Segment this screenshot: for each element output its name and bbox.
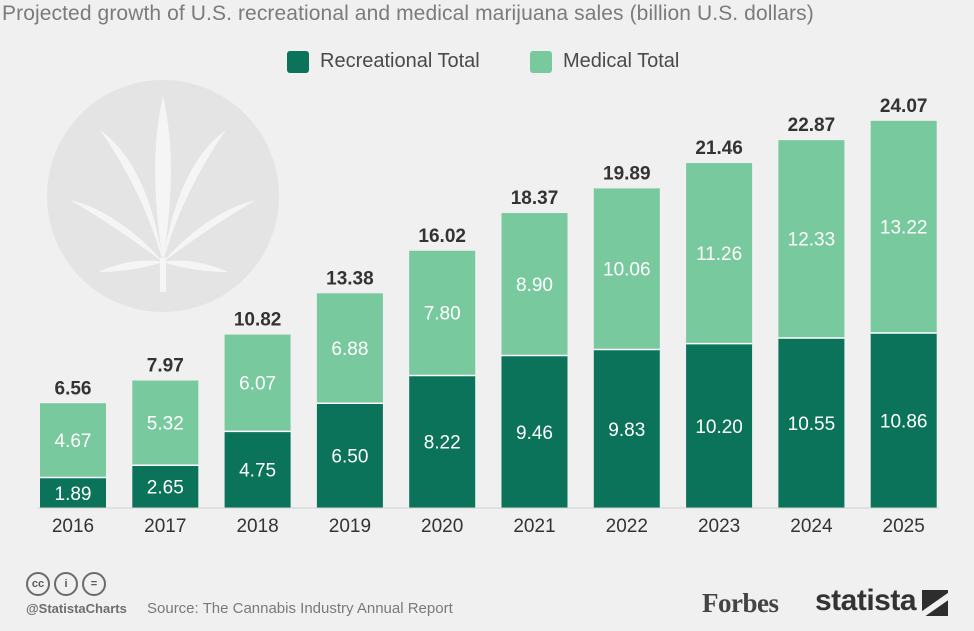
label-recreational-2022: 9.83 [608,420,645,441]
statista-logo: statista [815,584,949,618]
label-recreational-2019: 6.50 [331,447,368,468]
bar-medical-2020 [409,250,476,376]
label-medical-2024: 12.33 [788,230,836,251]
bar-recreational-2016 [40,477,106,508]
cannabis-watermark-icon [47,80,279,312]
bar-recreational-2020 [409,375,476,508]
label-medical-2025: 13.22 [880,217,928,238]
bar-medical-2024 [778,140,845,338]
legend-item-recreational: Recreational Total [287,50,480,73]
bar-recreational-2025 [870,332,937,508]
license-icons: cc i = [26,572,106,596]
legend-swatch-recreational [287,50,309,73]
bar-recreational-2024 [778,337,845,508]
x-tick-2022: 2022 [606,516,648,537]
legend-label-medical: Medical Total [563,50,680,72]
label-recreational-2016: 1.89 [55,484,92,505]
x-tick-2017: 2017 [144,516,186,537]
x-tick-2025: 2025 [883,516,925,537]
label-medical-2017: 5.32 [147,413,184,434]
x-tick-2024: 2024 [790,516,833,537]
bars-group [38,120,939,509]
bar-medical-2023 [686,163,753,344]
label-total-2023: 21.46 [695,138,743,159]
label-total-2025: 24.07 [880,96,928,117]
label-total-2022: 19.89 [603,163,651,184]
label-recreational-2020: 8.22 [424,433,461,454]
statista-handle: @StatistaCharts [26,601,127,616]
label-recreational-2024: 10.55 [788,414,836,435]
bar-recreational-2022 [593,349,660,508]
bar-recreational-2018 [224,431,291,508]
x-tick-2020: 2020 [421,516,463,537]
legend-label-recreational: Recreational Total [320,50,480,72]
legend-item-medical: Medical Total [530,50,679,73]
cc-icon: cc [26,572,50,596]
bar-medical-2022 [593,188,660,350]
label-total-2017: 7.97 [147,356,184,377]
label-medical-2016: 4.67 [55,431,92,452]
label-total-2021: 18.37 [511,188,559,209]
x-tick-2023: 2023 [698,516,740,537]
x-tick-2018: 2018 [236,516,278,537]
label-recreational-2023: 10.20 [695,417,743,438]
label-medical-2022: 10.06 [603,259,651,280]
bar-medical-2017 [132,380,199,466]
bar-medical-2021 [501,213,568,356]
bar-recreational-2023 [686,343,753,508]
bar-recreational-2017 [132,465,199,508]
label-medical-2020: 7.80 [424,304,461,325]
label-medical-2023: 11.26 [696,244,742,265]
no-derivatives-icon: = [82,572,106,596]
label-recreational-2025: 10.86 [880,411,928,432]
label-total-2020: 16.02 [418,226,466,247]
source-text: Source: The Cannabis Industry Annual Rep… [147,600,453,617]
label-recreational-2018: 4.75 [239,461,276,482]
statista-logo-text: statista [815,584,917,617]
bar-medical-2016 [40,403,106,478]
x-tick-2019: 2019 [329,516,371,537]
bar-medical-2018 [224,334,291,432]
label-recreational-2021: 9.46 [516,423,553,444]
label-medical-2019: 6.88 [331,339,368,360]
forbes-logo: Forbes [702,588,779,618]
x-tick-2021: 2021 [513,516,555,537]
bar-recreational-2021 [501,355,568,508]
x-tick-2016: 2016 [52,516,94,537]
label-total-2018: 10.82 [234,310,282,331]
label-medical-2021: 8.90 [516,275,553,296]
labels-group: 1.89 4.67 6.56 2016 2.65 5.32 7.97 2017 4.75 6.07… [52,96,928,537]
label-recreational-2017: 2.65 [147,478,184,499]
label-total-2024: 22.87 [788,115,836,136]
bar-medical-2025 [870,120,937,333]
bar-medical-2019 [316,293,383,404]
label-total-2016: 6.56 [55,378,92,399]
legend-swatch-medical [530,50,552,73]
label-total-2019: 13.38 [326,268,374,289]
statista-mark-icon [922,590,949,616]
bar-recreational-2019 [316,403,383,508]
legend: Recreational Total Medical Total [0,50,974,80]
label-medical-2018: 6.07 [239,374,276,395]
chart-title: Projected growth of U.S. recreational an… [2,2,814,25]
attribution-icon: i [54,572,78,596]
